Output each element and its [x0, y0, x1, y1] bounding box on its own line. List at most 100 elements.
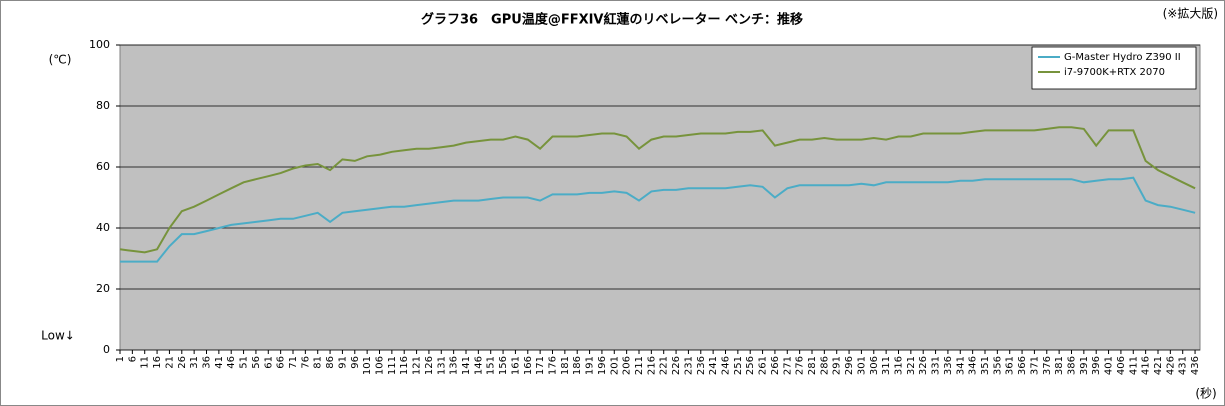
- x-tick-label: 381: [1054, 356, 1065, 375]
- x-tick-label: 246: [720, 356, 731, 375]
- x-tick-label: 126: [424, 356, 435, 375]
- x-tick-label: 6: [127, 356, 138, 362]
- x-tick-label: 196: [597, 356, 608, 375]
- x-tick-label: 16: [152, 356, 163, 369]
- x-tick-label: 376: [1042, 356, 1053, 375]
- chart-subtitle: (※拡大版): [1163, 7, 1218, 21]
- x-tick-label: 101: [362, 356, 373, 375]
- x-tick-label: 416: [1141, 356, 1152, 375]
- x-tick-label: 76: [300, 356, 311, 369]
- x-tick-label: 291: [832, 356, 843, 375]
- x-tick-label: 401: [1104, 356, 1115, 375]
- x-tick-label: 231: [683, 356, 694, 375]
- x-tick-label: 351: [980, 356, 991, 375]
- x-tick-label: 51: [239, 356, 250, 369]
- x-tick-label: 241: [708, 356, 719, 375]
- x-tick-label: 176: [547, 356, 558, 375]
- y-tick-label: 100: [89, 38, 110, 51]
- x-tick-label: 56: [251, 356, 262, 369]
- chart-title: グラフ36 GPU温度@FFXIV紅蓮のリベレーター ベンチ：推移: [421, 12, 803, 28]
- y-axis-label: (℃): [49, 53, 72, 67]
- x-tick-label: 426: [1165, 356, 1176, 375]
- x-tick-label: 221: [659, 356, 670, 375]
- x-tick-label: 151: [486, 356, 497, 375]
- x-tick-label: 276: [795, 356, 806, 375]
- x-tick-label: 251: [733, 356, 744, 375]
- x-tick-label: 436: [1190, 356, 1201, 375]
- x-tick-label: 1: [115, 356, 126, 362]
- legend-label: i7-9700K+RTX 2070: [1064, 67, 1165, 78]
- x-tick-label: 321: [906, 356, 917, 375]
- y-tick-label: 20: [96, 282, 110, 295]
- x-tick-label: 226: [671, 356, 682, 375]
- x-tick-label: 11: [140, 356, 151, 369]
- x-tick-label: 366: [1017, 356, 1028, 375]
- x-tick-label: 236: [696, 356, 707, 375]
- legend-label: G-Master Hydro Z390 II: [1064, 52, 1181, 63]
- x-tick-label: 91: [337, 356, 348, 369]
- x-tick-label: 166: [523, 356, 534, 375]
- x-tick-label: 356: [992, 356, 1003, 375]
- x-tick-label: 131: [436, 356, 447, 375]
- x-tick-label: 256: [745, 356, 756, 375]
- x-tick-label: 191: [585, 356, 596, 375]
- x-tick-label: 296: [844, 356, 855, 375]
- x-tick-label: 201: [609, 356, 620, 375]
- series-line: [120, 176, 1196, 263]
- x-tick-label: 121: [412, 356, 423, 375]
- x-tick-label: 306: [869, 356, 880, 375]
- x-tick-label: 71: [288, 356, 299, 369]
- y-tick-label: 40: [96, 221, 110, 234]
- x-tick-label: 336: [943, 356, 954, 375]
- y-annotation: Low↓: [41, 329, 75, 343]
- x-tick-label: 21: [164, 356, 175, 369]
- x-tick-label: 301: [856, 356, 867, 375]
- x-tick-label: 216: [646, 356, 657, 375]
- x-tick-label: 116: [399, 356, 410, 375]
- x-tick-label: 96: [350, 356, 361, 369]
- x-tick-label: 331: [931, 356, 942, 375]
- x-tick-label: 161: [510, 356, 521, 375]
- x-tick-label: 86: [325, 356, 336, 369]
- x-tick-label: 406: [1116, 356, 1127, 375]
- plot-area: [119, 44, 1201, 351]
- y-tick-label: 80: [96, 99, 110, 112]
- x-tick-label: 281: [807, 356, 818, 375]
- x-tick-label: 61: [263, 356, 274, 369]
- x-tick-label: 111: [387, 356, 398, 375]
- x-tick-label: 81: [313, 356, 324, 369]
- x-tick-label: 266: [770, 356, 781, 375]
- x-tick-label: 136: [449, 356, 460, 375]
- x-tick-label: 341: [955, 356, 966, 375]
- x-tick-label: 146: [473, 356, 484, 375]
- x-tick-label: 316: [893, 356, 904, 375]
- x-tick-label: 36: [201, 356, 212, 369]
- x-tick-label: 66: [276, 356, 287, 369]
- x-tick-label: 271: [782, 356, 793, 375]
- x-tick-label: 326: [918, 356, 929, 375]
- x-tick-label: 206: [622, 356, 633, 375]
- x-tick-label: 181: [560, 356, 571, 375]
- x-tick-label: 396: [1091, 356, 1102, 375]
- x-tick-label: 411: [1128, 356, 1139, 375]
- x-tick-label: 141: [461, 356, 472, 375]
- x-tick-label: 186: [572, 356, 583, 375]
- x-tick-label: 431: [1178, 356, 1189, 375]
- x-tick-label: 346: [968, 356, 979, 375]
- x-tick-label: 46: [226, 356, 237, 369]
- x-tick-label: 211: [634, 356, 645, 375]
- series-line: [119, 126, 1196, 254]
- x-tick-label: 41: [214, 356, 225, 369]
- x-tick-label: 311: [881, 356, 892, 375]
- y-tick-label: 60: [96, 160, 110, 173]
- x-tick-label: 106: [374, 356, 385, 375]
- x-axis-label: (秒): [1195, 387, 1216, 401]
- x-tick-label: 261: [758, 356, 769, 375]
- legend-box: [1031, 46, 1197, 90]
- x-tick-label: 171: [535, 356, 546, 375]
- x-tick-label: 26: [177, 356, 188, 369]
- x-tick-label: 31: [189, 356, 200, 369]
- x-tick-label: 371: [1029, 356, 1040, 375]
- x-tick-label: 156: [498, 356, 509, 375]
